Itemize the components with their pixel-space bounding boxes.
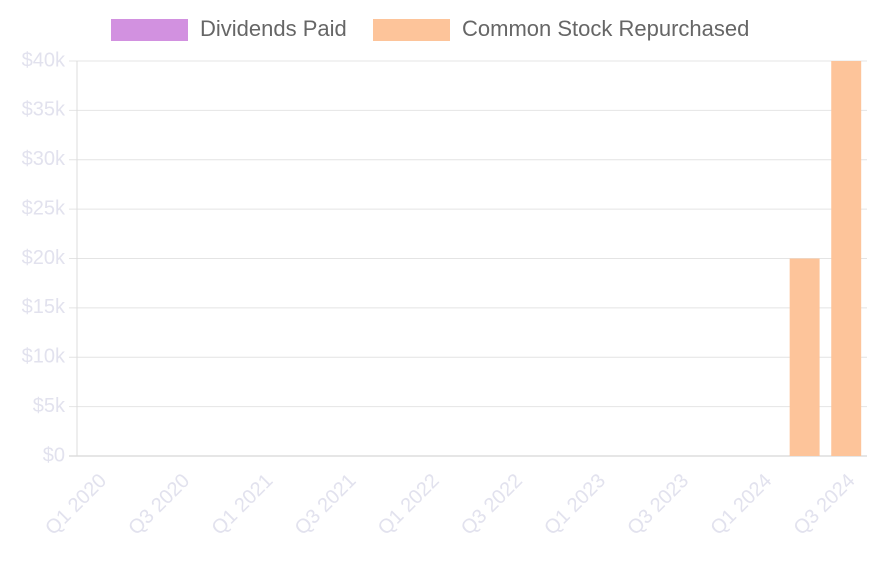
y-tick-label: $15k [22, 296, 66, 318]
legend-swatch [111, 19, 188, 41]
y-tick-label: $40k [22, 49, 66, 71]
legend-label: Dividends Paid [200, 16, 347, 41]
y-tick-label: $30k [22, 148, 66, 170]
x-tick-label: Q3 2021 [291, 470, 361, 540]
x-tick-label: Q3 2023 [623, 470, 693, 540]
y-tick-label: $25k [22, 197, 66, 219]
x-tick-label: Q1 2023 [540, 470, 610, 540]
y-tick-label: $35k [22, 99, 66, 121]
y-tick-label: $0 [43, 444, 65, 466]
y-tick-label: $10k [22, 346, 66, 368]
x-tick-label: Q3 2022 [457, 470, 527, 540]
x-tick-label: Q3 2024 [790, 470, 860, 540]
y-tick-label: $5k [33, 395, 66, 417]
legend-swatch [373, 19, 450, 41]
x-tick-label: Q1 2022 [374, 470, 444, 540]
bar [831, 61, 862, 456]
x-tick-label: Q1 2020 [41, 470, 111, 540]
x-tick-label: Q1 2024 [707, 470, 777, 540]
bar [789, 258, 820, 456]
x-tick-label: Q1 2021 [208, 470, 278, 540]
x-tick-label: Q3 2020 [124, 470, 194, 540]
legend-label: Common Stock Repurchased [462, 16, 749, 41]
y-tick-label: $20k [22, 247, 66, 269]
